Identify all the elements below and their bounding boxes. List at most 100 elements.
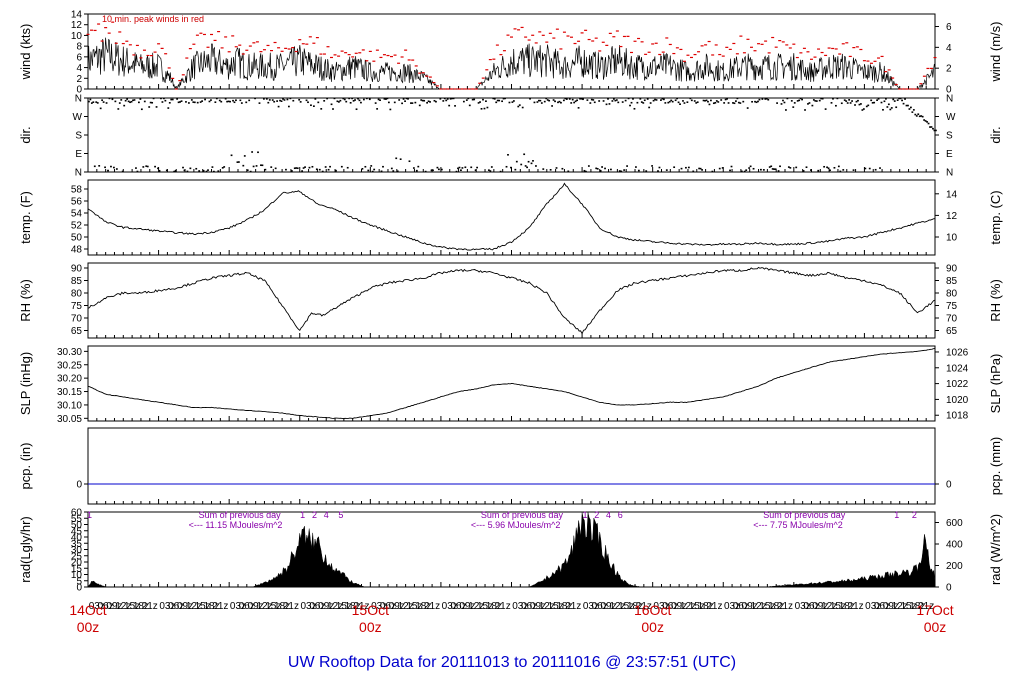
direction-point	[311, 165, 314, 168]
y-tick-label: 56	[71, 197, 83, 208]
y-tick-label: 30.05	[57, 414, 82, 425]
direction-point	[124, 99, 127, 102]
direction-point	[149, 101, 152, 104]
y-tick-label: 85	[71, 276, 83, 287]
y-tick-label: 30.20	[57, 374, 82, 385]
direction-point	[367, 169, 370, 172]
direction-point	[242, 164, 245, 167]
direction-point	[177, 101, 180, 104]
direction-point	[868, 167, 871, 170]
direction-point	[701, 169, 703, 171]
y-tick-label: 4	[76, 63, 82, 74]
direction-point	[830, 102, 833, 104]
direction-point	[360, 101, 362, 104]
direction-point	[136, 170, 139, 173]
x-tick-label: 12z	[115, 601, 131, 612]
direction-point	[742, 100, 745, 103]
direction-point	[139, 98, 142, 100]
direction-point	[362, 98, 365, 101]
direction-point	[685, 166, 687, 169]
x-tick-label: 21z	[424, 601, 440, 612]
x-tick-label: 21z	[918, 601, 934, 612]
direction-point	[118, 102, 121, 104]
direction-point	[710, 99, 712, 102]
x-tick-label: 03z	[230, 601, 246, 612]
x-tick-label: 18z	[486, 601, 502, 612]
day-label-date: 16Oct	[634, 602, 671, 618]
y-tick-label-right: 80	[946, 289, 958, 300]
direction-point	[737, 101, 740, 104]
direction-point	[854, 104, 856, 106]
direction-point	[858, 103, 861, 106]
y-axis-label: SLP (inHg)	[18, 352, 33, 415]
direction-point	[883, 100, 886, 103]
direction-point	[532, 160, 534, 162]
direction-point	[190, 99, 193, 101]
direction-point	[373, 168, 376, 171]
direction-point	[530, 162, 533, 165]
direction-point	[787, 166, 790, 168]
direction-point	[277, 105, 280, 108]
direction-point	[889, 108, 892, 111]
y-tick-label: 52	[71, 221, 83, 232]
direction-point	[748, 167, 751, 169]
direction-point	[640, 101, 643, 103]
direction-point	[430, 169, 433, 172]
direction-point	[736, 97, 739, 100]
direction-point	[760, 168, 762, 171]
direction-point	[223, 166, 226, 168]
direction-point	[167, 107, 170, 109]
direction-point	[895, 106, 898, 109]
y-tick-label-right: 65	[946, 326, 958, 337]
y-tick-label-right: 600	[946, 518, 963, 529]
direction-point	[692, 170, 695, 173]
y-tick-label: 30.10	[57, 400, 82, 411]
direction-point	[651, 165, 653, 167]
direction-point	[282, 98, 284, 100]
direction-point	[479, 101, 481, 103]
direction-point	[417, 165, 420, 168]
x-tick-label: 21z	[565, 601, 581, 612]
direction-point	[646, 98, 649, 100]
direction-point	[254, 97, 256, 100]
direction-point	[649, 102, 652, 104]
y-tick-label-right: 1020	[946, 395, 969, 406]
direction-point	[155, 106, 158, 108]
direction-point	[623, 169, 626, 171]
direction-point	[845, 100, 848, 102]
direction-point	[596, 168, 599, 170]
direction-point	[798, 99, 801, 102]
direction-point	[170, 98, 173, 101]
direction-point	[126, 98, 129, 100]
direction-point	[517, 105, 520, 108]
hour-mark-label: 1	[87, 510, 92, 520]
y-tick-label: 2	[76, 74, 82, 85]
direction-point	[140, 108, 143, 111]
direction-point	[871, 102, 874, 104]
x-tick-label: 18z	[698, 601, 714, 612]
day-label-date: 15Oct	[352, 602, 389, 618]
direction-point	[349, 101, 352, 104]
y-axis-label-right: RH (%)	[988, 279, 1003, 322]
direction-point	[161, 101, 164, 103]
y-tick-label-right: 1022	[946, 379, 969, 390]
x-tick-label: 15z	[406, 601, 422, 612]
direction-point	[686, 101, 689, 103]
direction-point	[768, 166, 771, 168]
direction-point	[549, 169, 552, 171]
y-tick-label: 30.30	[57, 347, 82, 358]
direction-point	[337, 101, 340, 103]
direction-point	[389, 108, 392, 111]
x-tick-label: 15z	[336, 601, 352, 612]
direction-point	[671, 100, 674, 103]
direction-point	[327, 168, 330, 171]
direction-point	[615, 99, 618, 101]
y-tick-label-right: 2	[946, 64, 952, 75]
direction-point	[502, 97, 505, 100]
direction-point	[852, 169, 855, 171]
direction-point	[935, 129, 937, 132]
x-tick-label: 12z	[398, 601, 414, 612]
direction-point	[840, 102, 843, 105]
direction-point	[371, 170, 374, 173]
direction-point	[480, 108, 483, 110]
